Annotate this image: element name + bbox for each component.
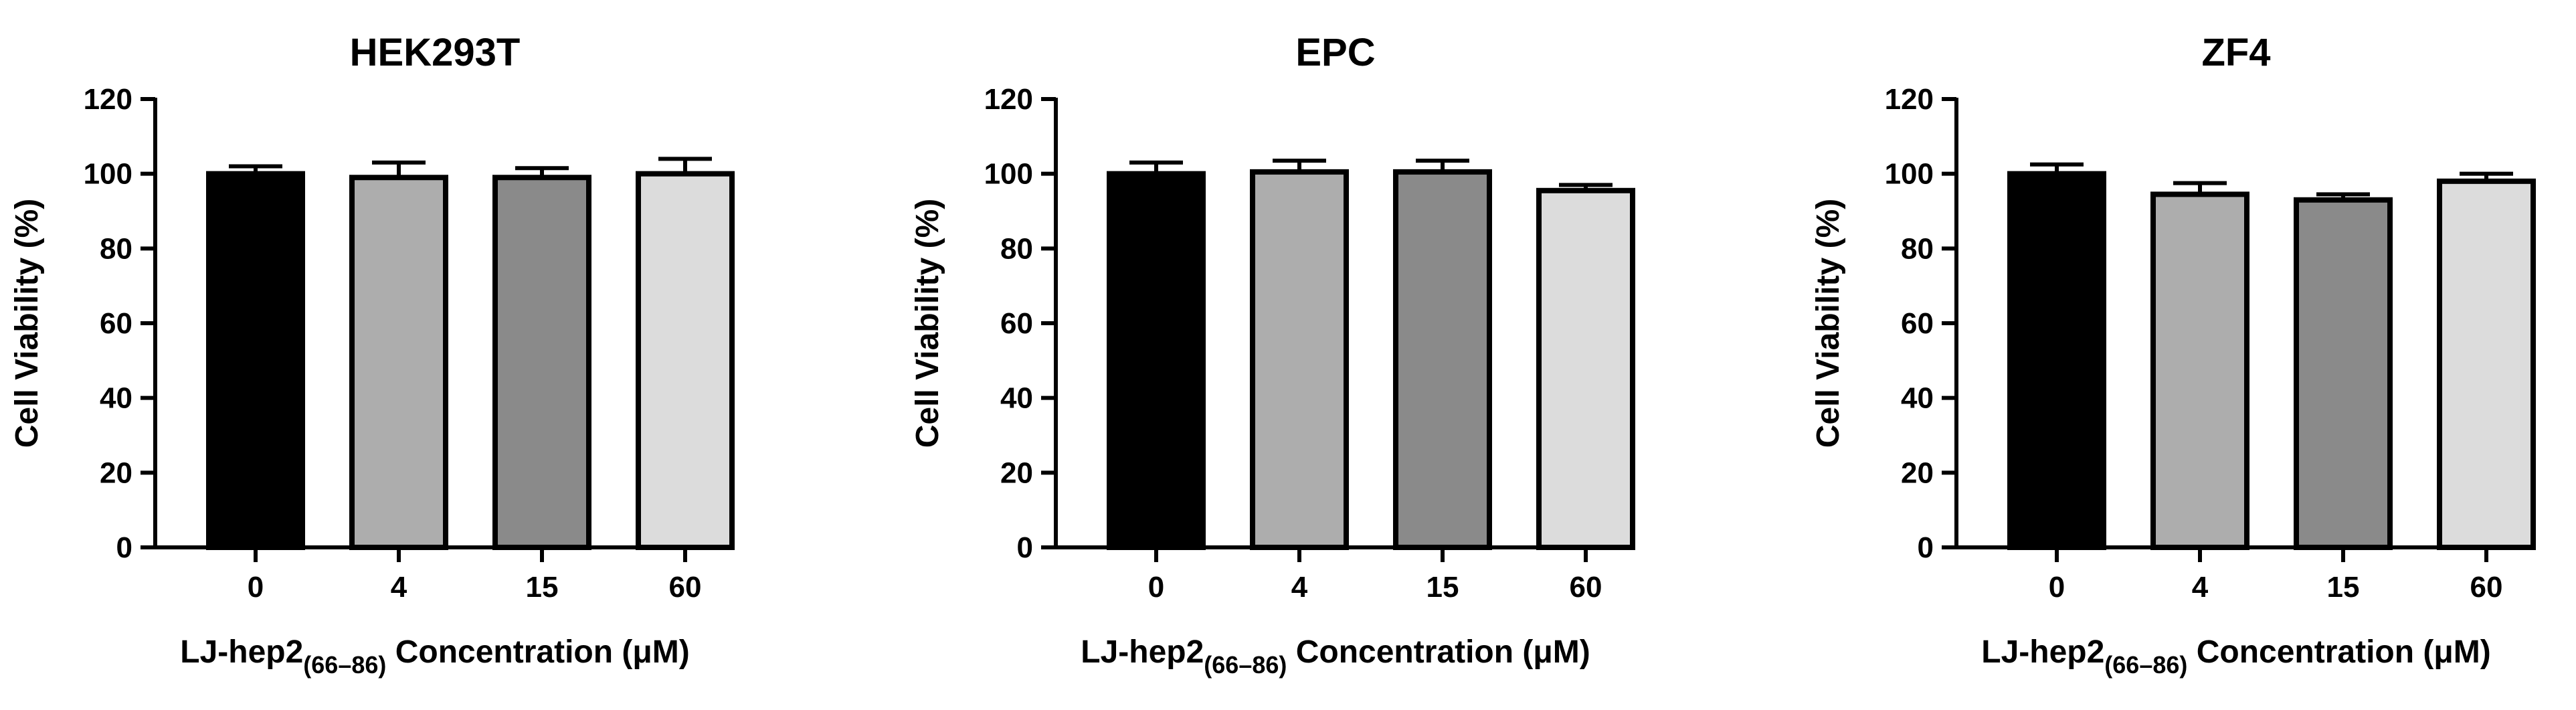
x-axis-label-prefix: LJ-hep2 [1981,634,2104,670]
x-tick-label: 60 [2470,571,2503,604]
y-tick-label: 60 [100,307,132,340]
x-axis-label: LJ-hep2(66–86) Concentration (μM) [1981,634,2490,679]
x-axis-label-suffix: Concentration (μM) [1287,634,1590,670]
y-tick-label: 100 [84,158,132,191]
y-axis-label: Cell Viability (%) [9,199,45,448]
x-axis-label-subscript: (66–86) [2104,651,2187,679]
bar-15 [492,175,591,550]
y-tick-label: 40 [100,382,132,415]
x-axis-label-subscript: (66–86) [303,651,386,679]
bar-60 [1536,187,1635,550]
y-tick-label: 40 [1000,382,1033,415]
bar-60 [2437,178,2536,551]
x-axis-label-suffix: Concentration (μM) [386,634,689,670]
y-axis-label: Cell Viability (%) [1811,199,1846,448]
x-axis-label-prefix: LJ-hep2 [1081,634,1204,670]
x-axis-label-suffix: Concentration (μM) [2187,634,2490,670]
y-tick-label: 120 [1885,83,1934,116]
chart-title: ZF4 [2201,31,2270,74]
bar-4 [2150,191,2249,550]
y-tick-label: 80 [1000,232,1033,265]
y-tick-label: 100 [984,158,1033,191]
bar-0 [206,171,305,550]
x-tick-label: 4 [1291,571,1308,604]
chart-title: EPC [1295,31,1375,74]
bar-4 [1250,169,1349,550]
x-axis-label: LJ-hep2(66–86) Concentration (μM) [1081,634,1590,679]
x-axis-label: LJ-hep2(66–86) Concentration (μM) [180,634,689,679]
x-tick-label: 15 [526,571,559,604]
y-tick-label: 20 [1901,456,1934,489]
bar-0 [2007,171,2106,550]
x-tick-label: 15 [2327,571,2360,604]
bar-15 [2294,197,2393,550]
x-axis-label-subscript: (66–86) [1204,651,1287,679]
y-tick-label: 20 [100,456,132,489]
y-tick-label: 80 [1901,232,1934,265]
x-tick-label: 60 [1570,571,1602,604]
bar-0 [1107,171,1206,550]
y-tick-label: 100 [1885,158,1934,191]
chart-panel-2: ZF4 0 20 40 60 80 100 120 Cell Viability (%) 0 4 15… [1811,31,2536,679]
bar-15 [1393,169,1492,550]
x-tick-label: 4 [2192,571,2209,604]
y-tick-label: 60 [1000,307,1033,340]
y-tick-label: 20 [1000,456,1033,489]
x-axis-label-prefix: LJ-hep2 [180,634,303,670]
chart-panel-1: EPC 0 20 40 60 80 100 120 Cell Viability (%) 0 4 15… [910,31,1635,679]
x-tick-label: 15 [1427,571,1459,604]
x-tick-label: 0 [2049,571,2065,604]
x-tick-label: 60 [669,571,702,604]
x-tick-label: 0 [248,571,264,604]
y-tick-label: 0 [1918,531,1934,564]
x-tick-label: 4 [391,571,407,604]
y-axis-label: Cell Viability (%) [910,199,945,448]
y-tick-label: 40 [1901,382,1934,415]
bar-4 [349,175,448,550]
y-tick-label: 60 [1901,307,1934,340]
y-tick-label: 0 [1017,531,1033,564]
x-tick-label: 0 [1148,571,1164,604]
y-tick-label: 0 [116,531,132,564]
y-tick-label: 120 [984,83,1033,116]
bar-60 [636,171,735,550]
y-tick-label: 120 [84,83,132,116]
chart-title: HEK293T [350,31,521,74]
y-tick-label: 80 [100,232,132,265]
